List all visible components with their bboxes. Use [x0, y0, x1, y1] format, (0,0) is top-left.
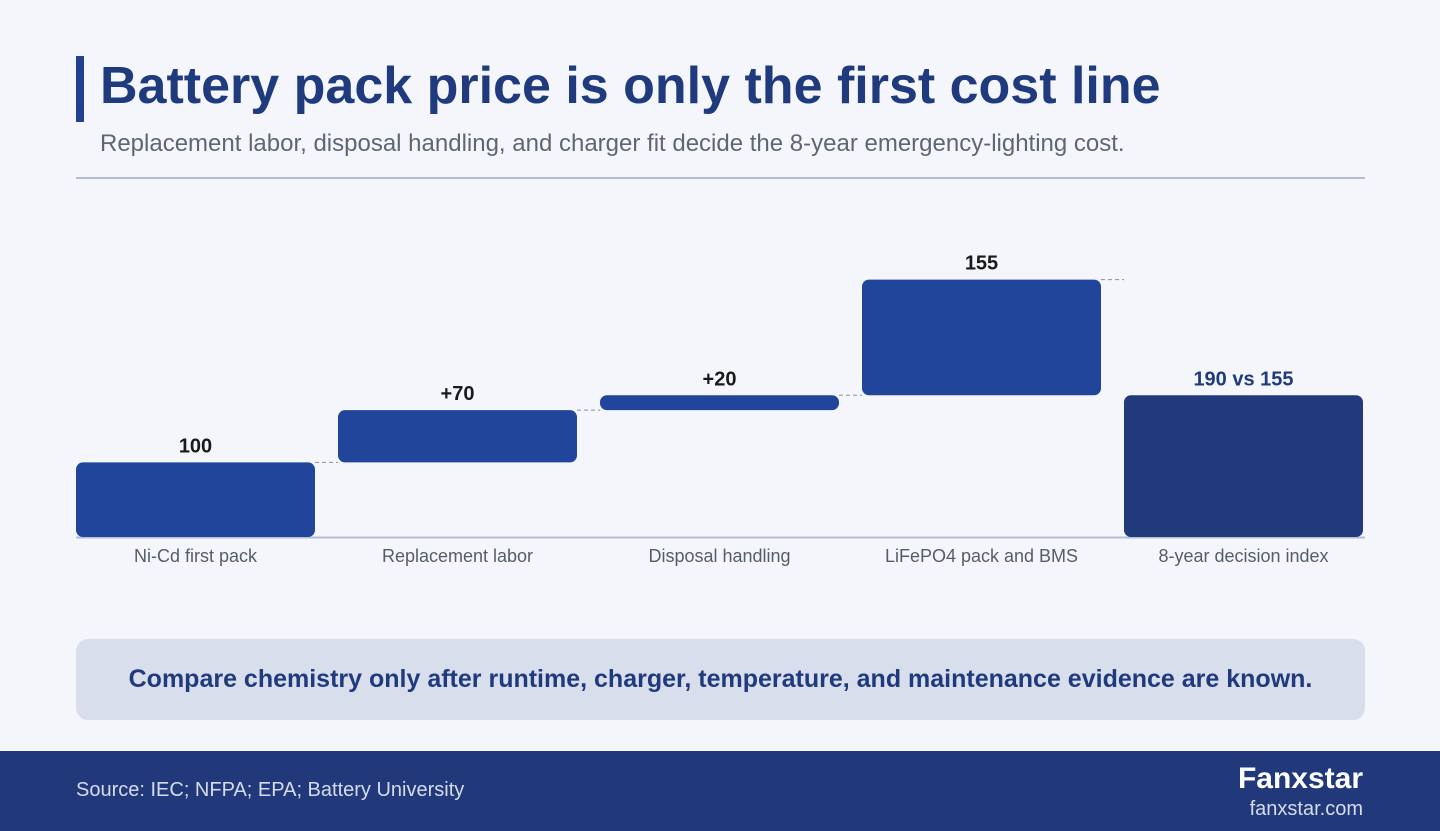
callout-text: Compare chemistry only after runtime, ch… [128, 665, 1313, 693]
bar-replacement-labor [338, 410, 577, 463]
page-subtitle: Replacement labor, disposal handling, an… [100, 130, 1125, 157]
bar-ni-cd-first-pack [76, 462, 315, 537]
data-label: +70 [441, 383, 475, 405]
callout-box: Compare chemistry only after runtime, ch… [76, 639, 1365, 720]
footer: Source: IEC; NFPA; EPA; Battery Universi… [0, 751, 1440, 831]
bar-disposal-handling [600, 395, 839, 411]
data-label: 190 vs 155 [1193, 368, 1293, 390]
waterfall-chart: 100 Ni-Cd first pack +70 Replacement labor +… [76, 253, 1365, 566]
category-label: Replacement labor [382, 546, 533, 566]
data-label: 155 [965, 253, 998, 275]
data-label: 100 [179, 435, 212, 457]
category-label: Disposal handling [648, 546, 790, 566]
bar-8-year-decision-index [1124, 395, 1363, 537]
bar-lifepo4-pack-and-bms [862, 279, 1101, 396]
category-label: LiFePO4 pack and BMS [885, 546, 1078, 566]
data-label: +20 [703, 368, 737, 390]
source-note: Source: IEC; NFPA; EPA; Battery Universi… [76, 779, 465, 801]
title-accent-bar [76, 56, 84, 122]
brand-url: fanxstar.com [1249, 798, 1363, 820]
page-title: Battery pack price is only the first cos… [100, 57, 1161, 115]
category-label: Ni-Cd first pack [134, 546, 258, 566]
brand-name: Fanxstar [1237, 762, 1363, 795]
category-label: 8-year decision index [1158, 546, 1328, 566]
header-divider [76, 177, 1365, 179]
